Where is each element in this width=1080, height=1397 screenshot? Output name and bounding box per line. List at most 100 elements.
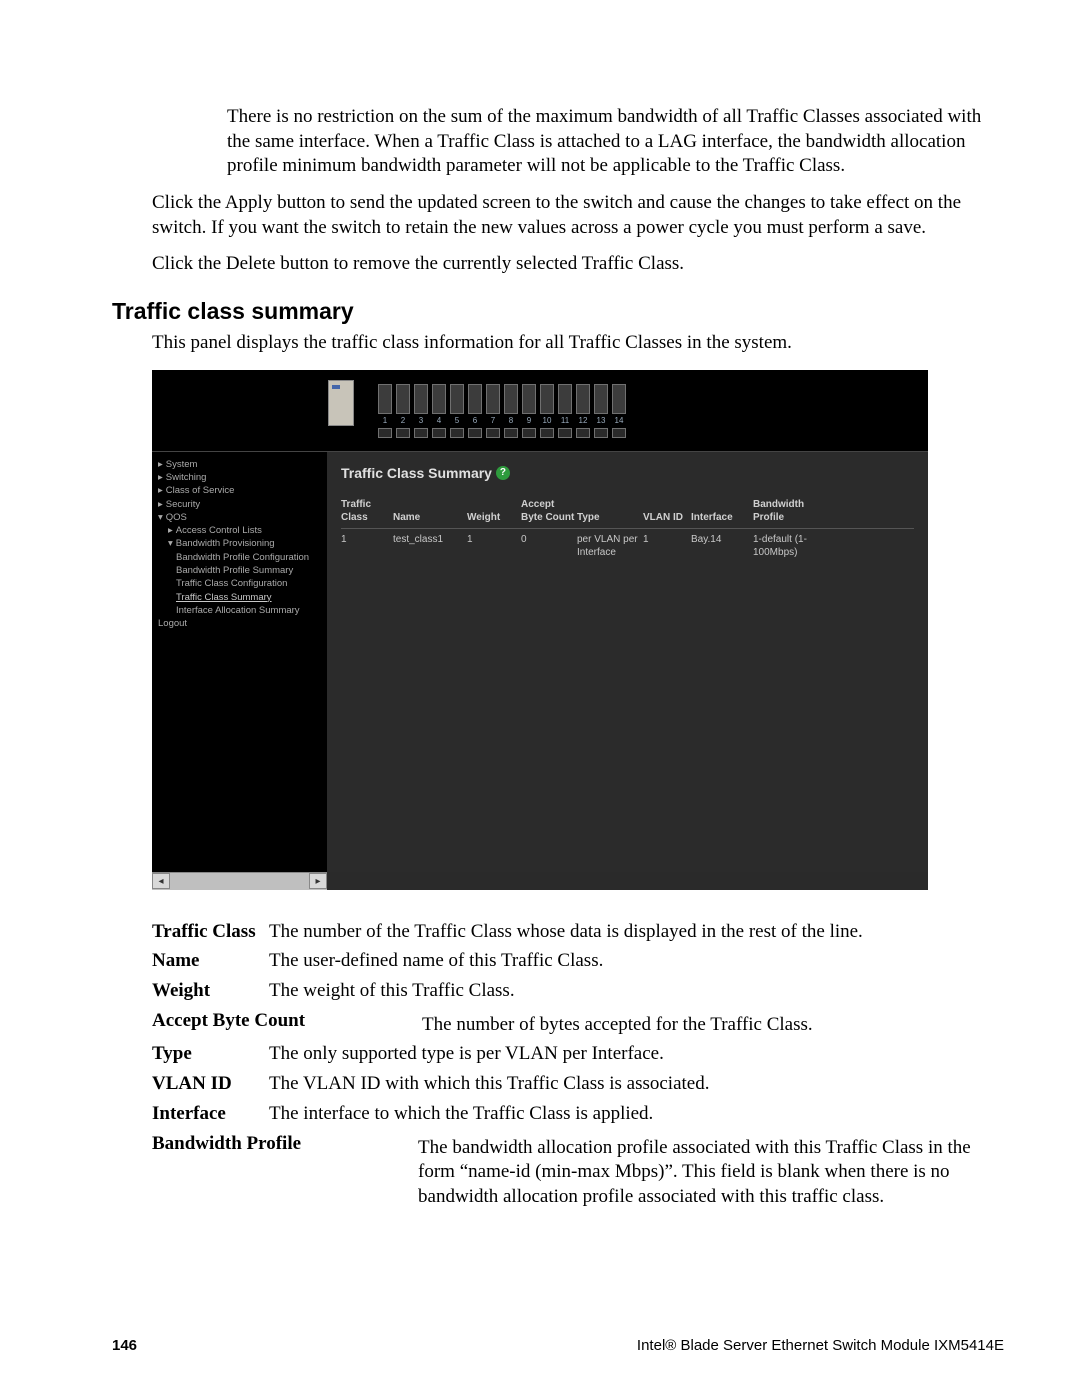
nav-marker-icon: ▸ [158,472,163,483]
td-traffic-class: 1 [341,533,393,546]
definition-desc: The VLAN ID with which this Traffic Clas… [269,1072,1004,1097]
help-icon[interactable]: ? [496,466,510,480]
slot-led [432,428,446,438]
definition-row: Traffic ClassThe number of the Traffic C… [152,920,1004,945]
screenshot-panel: 1234567891011121314 ▸System▸Switching▸Cl… [152,370,928,890]
page-number: 146 [112,1336,137,1356]
chassis-slot [612,384,626,414]
chassis-slot [378,384,392,414]
slot-number: 2 [396,416,410,426]
panel-title: Traffic Class Summary [341,464,492,482]
nav-item[interactable]: ▸Class of Service [156,484,323,497]
th-weight: Weight [467,511,521,524]
slot-number: 7 [486,416,500,426]
definition-desc: The user-defined name of this Traffic Cl… [269,949,1004,974]
nav-label: System [166,459,198,470]
definition-term: Bandwidth Profile [152,1132,301,1210]
nav-item[interactable]: Bandwidth Profile Configuration [156,551,323,564]
chassis-slots [378,384,626,414]
definition-term: Weight [152,979,269,1004]
nav-item[interactable]: ▸Security [156,498,323,511]
nav-label: Bandwidth Profile Configuration [176,552,309,563]
nav-label: Bandwidth Provisioning [176,538,275,549]
slot-led [594,428,608,438]
nav-label: Traffic Class Summary [176,592,272,603]
nav-marker-icon: ▸ [168,525,173,536]
chassis-header: 1234567891011121314 [152,370,928,452]
chassis-slot [576,384,590,414]
definitions-list: Traffic ClassThe number of the Traffic C… [152,920,1004,1210]
nav-label: QOS [166,512,187,523]
slot-number: 14 [612,416,626,426]
nav-label: Traffic Class Configuration [176,578,287,589]
slot-number: 3 [414,416,428,426]
nav-label: Access Control Lists [176,525,262,536]
nav-marker-icon: ▸ [158,459,163,470]
slot-led [414,428,428,438]
nav-item[interactable]: Traffic Class Configuration [156,577,323,590]
nav-item[interactable]: Traffic Class Summary [156,591,323,604]
slot-number: 10 [540,416,554,426]
nav-label: Class of Service [166,485,235,496]
nav-item[interactable]: ▸Switching [156,471,323,484]
chassis-slot-numbers: 1234567891011121314 [378,416,626,426]
definition-term: Interface [152,1102,269,1127]
slot-led [576,428,590,438]
chassis-slot [540,384,554,414]
nav-label: Security [166,499,200,510]
nav-item[interactable]: Bandwidth Profile Summary [156,564,323,577]
chassis-slot [450,384,464,414]
nav-item[interactable]: ▸Access Control Lists [156,524,323,537]
definition-term: Type [152,1042,269,1067]
nav-item[interactable]: Interface Allocation Summary [156,604,323,617]
slot-led [378,428,392,438]
nav-item[interactable]: ▾QOS [156,511,323,524]
scroll-left-icon[interactable]: ◂ [152,873,170,889]
page-footer: 146 Intel® Blade Server Ethernet Switch … [112,1336,1004,1356]
th-name: Name [393,511,467,524]
paragraph-delete: Click the Delete button to remove the cu… [152,252,1004,277]
slot-led [558,428,572,438]
definition-term: Name [152,949,269,974]
table-header: Traffic Class Name Weight Accept Byte Co… [341,498,914,524]
chassis-slot [414,384,428,414]
slot-number: 12 [576,416,590,426]
slot-led [396,428,410,438]
td-interface: Bay.14 [691,533,753,546]
definition-row: TypeThe only supported type is per VLAN … [152,1042,1004,1067]
nav-marker-icon: ▾ [168,538,173,549]
definition-row: Accept Byte CountThe number of bytes acc… [152,1009,1004,1038]
section-heading: Traffic class summary [112,297,1004,327]
table-row: 1 test_class1 1 0 per VLAN per Interface… [341,528,914,559]
definition-desc: The weight of this Traffic Class. [269,979,1004,1004]
slot-number: 4 [432,416,446,426]
traffic-table: Traffic Class Name Weight Accept Byte Co… [341,498,914,559]
nav-item[interactable]: Logout [156,617,323,630]
main-panel: Traffic Class Summary ? Traffic Class Na… [327,452,928,872]
chassis-slot [522,384,536,414]
definition-desc: The bandwidth allocation profile associa… [301,1136,1004,1210]
definition-desc: The number of bytes accepted for the Tra… [305,1013,1004,1038]
chassis-slot [468,384,482,414]
nav-label: Bandwidth Profile Summary [176,565,293,576]
slot-number: 5 [450,416,464,426]
panel-title-row: Traffic Class Summary ? [341,464,914,482]
scroll-right-icon[interactable]: ▸ [309,873,327,889]
th-vlan-id: VLAN ID [643,511,691,524]
nav-marker-icon: ▸ [158,499,163,510]
chassis-slot [594,384,608,414]
chassis-slot [558,384,572,414]
definition-row: Bandwidth ProfileThe bandwidth allocatio… [152,1132,1004,1210]
footer-title: Intel® Blade Server Ethernet Switch Modu… [637,1336,1004,1356]
slot-number: 6 [468,416,482,426]
definition-desc: The only supported type is per VLAN per … [269,1042,1004,1067]
sidebar-scrollbar[interactable]: ◂ ▸ [152,872,327,890]
slot-number: 13 [594,416,608,426]
slot-number: 9 [522,416,536,426]
nav-item[interactable]: ▸System [156,458,323,471]
td-weight: 1 [467,533,521,546]
nav-item[interactable]: ▾Bandwidth Provisioning [156,537,323,550]
definition-row: WeightThe weight of this Traffic Class. [152,979,1004,1004]
slot-led [522,428,536,438]
section-intro: This panel displays the traffic class in… [152,331,1004,356]
